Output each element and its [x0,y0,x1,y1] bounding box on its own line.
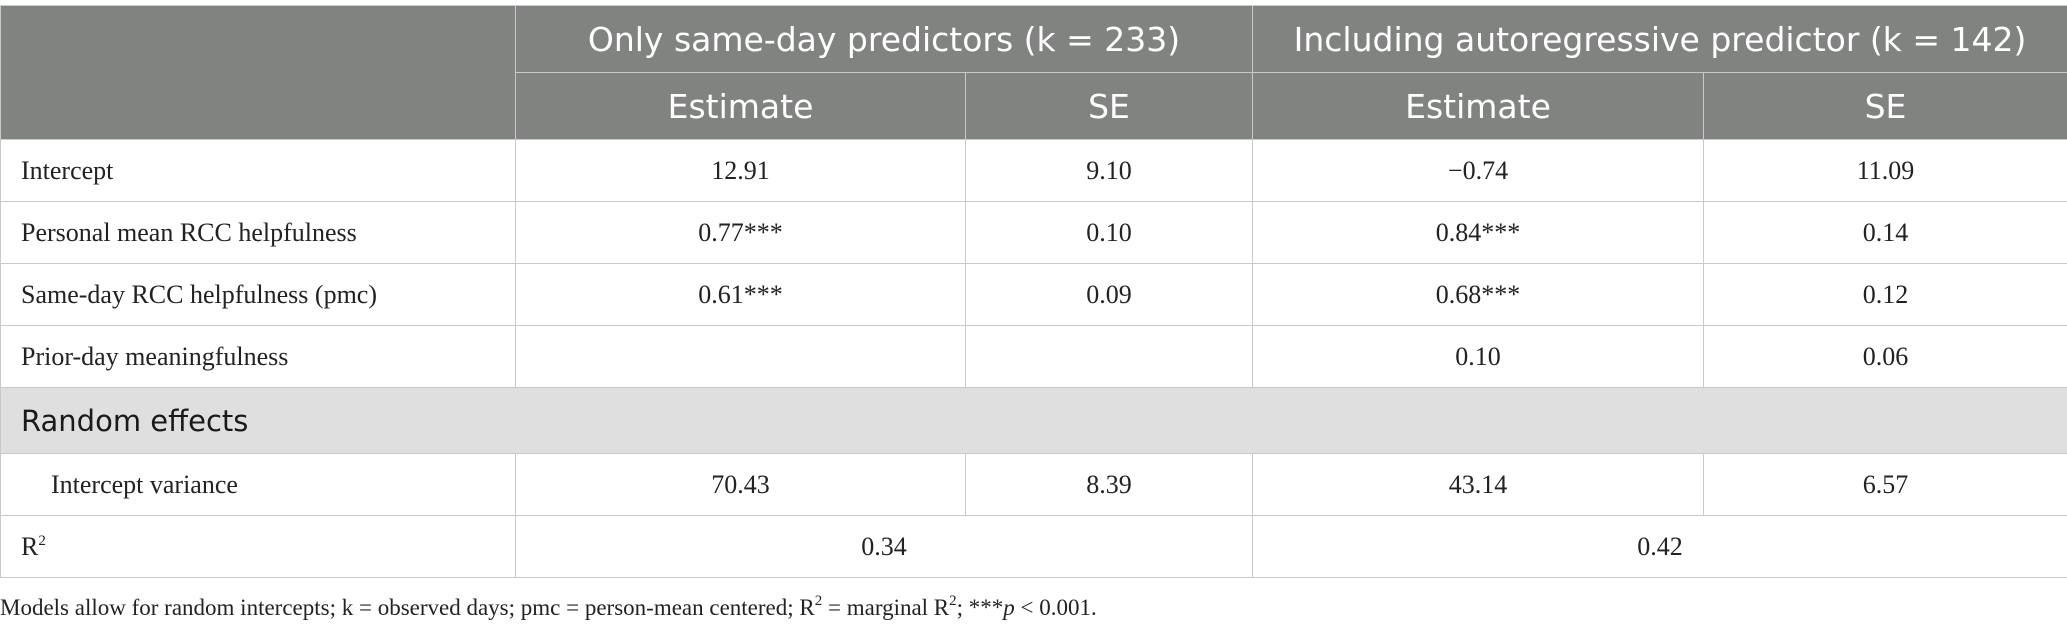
row-label: Personal mean RCC helpfulness [0,201,516,264]
row-label-r2: R2 [0,515,516,578]
table-cell: −0.74 [1252,139,1704,202]
header-group-autoregressive: Including autoregressive predictor (k = … [1252,5,2067,73]
table-cell: 0.12 [1703,263,2067,326]
table-cell: 8.39 [965,453,1253,516]
table-cell: 0.42 [1252,515,2067,578]
footnote-text: ; *** [956,595,1004,620]
header-sub-row: Estimate SE Estimate SE [1,72,2067,140]
table-cell: 0.77*** [515,201,966,264]
r2-label-text: R [21,531,39,561]
table-row: Intercept 12.91 9.10 −0.74 11.09 [0,139,2067,202]
table-cell: 0.06 [1703,325,2067,388]
table-row: R2 0.34 0.42 [0,515,2067,578]
table-row: Same-day RCC helpfulness (pmc) 0.61*** 0… [0,263,2067,326]
row-label: Intercept [0,139,516,202]
header-estimate: Estimate [1252,72,1704,140]
table-footnote: Models allow for random intercepts; k = … [0,593,1097,621]
footnote-text: Models allow for random intercepts; k = … [0,595,815,620]
section-row: Random effects [0,387,2067,454]
table-cell [965,325,1253,388]
table-row: Personal mean RCC helpfulness 0.77*** 0.… [0,201,2067,264]
r2-label-superscript: 2 [38,532,46,549]
header-group-same-day: Only same-day predictors (k = 233) [515,5,1253,73]
table-cell: 43.14 [1252,453,1704,516]
table-cell: 11.09 [1703,139,2067,202]
table-cell: 70.43 [515,453,966,516]
table-cell: 0.34 [515,515,1253,578]
footnote-p-symbol: p [1003,595,1015,620]
table-cell: 0.14 [1703,201,2067,264]
table-cell: 12.91 [515,139,966,202]
results-table: Only same-day predictors (k = 233) Inclu… [0,5,2067,578]
footnote-superscript: 2 [949,593,957,609]
footnote-text: < 0.001. [1014,595,1097,620]
table-cell: 0.10 [1252,325,1704,388]
table-cell: 6.57 [1703,453,2067,516]
header-group-row: Only same-day predictors (k = 233) Inclu… [0,5,2067,140]
table-cell [515,325,966,388]
footnote-text: = marginal R [822,595,950,620]
table-cell: 0.84*** [1252,201,1704,264]
table-cell: 9.10 [965,139,1253,202]
table-cell: 0.09 [965,263,1253,326]
section-label-random-effects: Random effects [0,387,2067,454]
header-empty-cell [0,5,516,140]
header-se: SE [965,72,1253,140]
table-row: Intercept variance 70.43 8.39 43.14 6.57 [0,453,2067,516]
table-row: Prior-day meaningfulness 0.10 0.06 [0,325,2067,388]
table-cell: 0.68*** [1252,263,1704,326]
row-label: Intercept variance [0,453,516,516]
table-cell: 0.10 [965,201,1253,264]
footnote-superscript: 2 [814,593,823,609]
header-estimate: Estimate [515,72,966,140]
row-label: Same-day RCC helpfulness (pmc) [0,263,516,326]
row-label: Prior-day meaningfulness [0,325,516,388]
table-cell: 0.61*** [515,263,966,326]
header-se: SE [1703,72,2067,140]
